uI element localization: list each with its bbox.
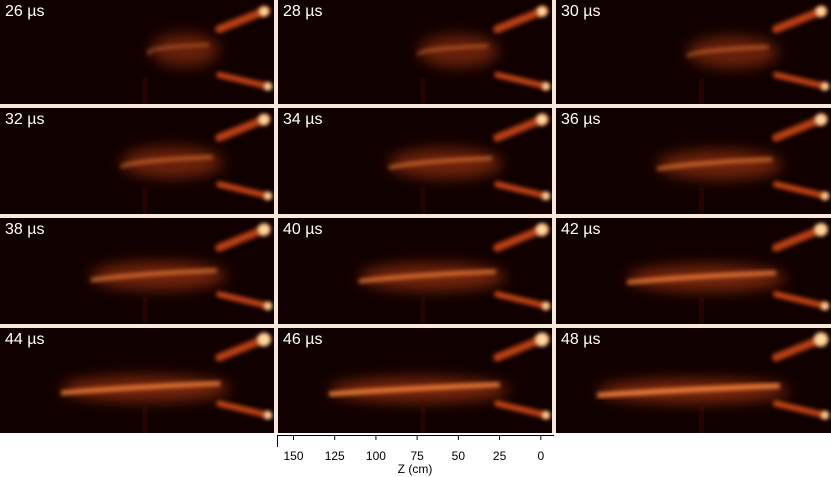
- plasma-image: [627, 223, 829, 324]
- tick-label: 125: [324, 449, 345, 463]
- plasma-image: [388, 113, 550, 214]
- plasma-image: [417, 6, 550, 104]
- tick-label: 100: [365, 449, 386, 463]
- time-label: 38 µs: [5, 221, 45, 238]
- plasma-frame: 26 µs: [0, 0, 274, 104]
- z-axis-title: Z (cm): [397, 462, 433, 476]
- time-label: 40 µs: [283, 221, 323, 238]
- plasma-image: [142, 6, 272, 104]
- plasma-frame: 38 µs: [0, 218, 274, 324]
- plasma-frame: 40 µs: [278, 218, 552, 324]
- time-label: 42 µs: [561, 221, 601, 238]
- plasma-image: [597, 332, 829, 433]
- plasma-frame: 42 µs: [556, 218, 831, 324]
- plasma-frame: 34 µs: [278, 108, 552, 214]
- z-axis: Z (cm) 150 125 100 75 50 25 0: [277, 435, 554, 477]
- time-label: 48 µs: [561, 331, 601, 348]
- time-label: 26 µs: [5, 3, 45, 20]
- plasma-frame: 48 µs: [556, 328, 831, 433]
- plasma-image: [328, 332, 550, 433]
- z-axis-lines: [277, 435, 554, 447]
- plasma-image: [686, 6, 829, 104]
- plasma-frame: 46 µs: [278, 328, 552, 433]
- tick-label: 150: [283, 449, 304, 463]
- image-grid: 26 µs 28 µs 30 µs 32 µs 34 µs 36 µs 38 µs 40 µs…: [0, 0, 831, 433]
- plasma-image: [120, 114, 272, 214]
- plasma-image: [358, 223, 550, 324]
- time-label: 46 µs: [283, 331, 323, 348]
- plasma-frame: 32 µs: [0, 108, 274, 214]
- time-label: 36 µs: [561, 111, 601, 128]
- tick-label: 0: [537, 449, 545, 463]
- tick-label: 75: [410, 449, 424, 463]
- tick-label: 25: [492, 449, 507, 463]
- time-label: 28 µs: [283, 3, 323, 20]
- time-label: 44 µs: [5, 331, 45, 348]
- plasma-frame: 28 µs: [278, 0, 552, 104]
- plasma-frame: 36 µs: [556, 108, 831, 214]
- plasma-image: [90, 223, 272, 324]
- time-label: 34 µs: [283, 111, 323, 128]
- plasma-image: [656, 113, 829, 214]
- tick-label: 50: [451, 449, 466, 463]
- time-label: 30 µs: [561, 3, 601, 20]
- plasma-frame: 30 µs: [556, 0, 831, 104]
- plasma-frame: 44 µs: [0, 328, 274, 433]
- time-label: 32 µs: [5, 111, 45, 128]
- plasma-image: [60, 332, 272, 433]
